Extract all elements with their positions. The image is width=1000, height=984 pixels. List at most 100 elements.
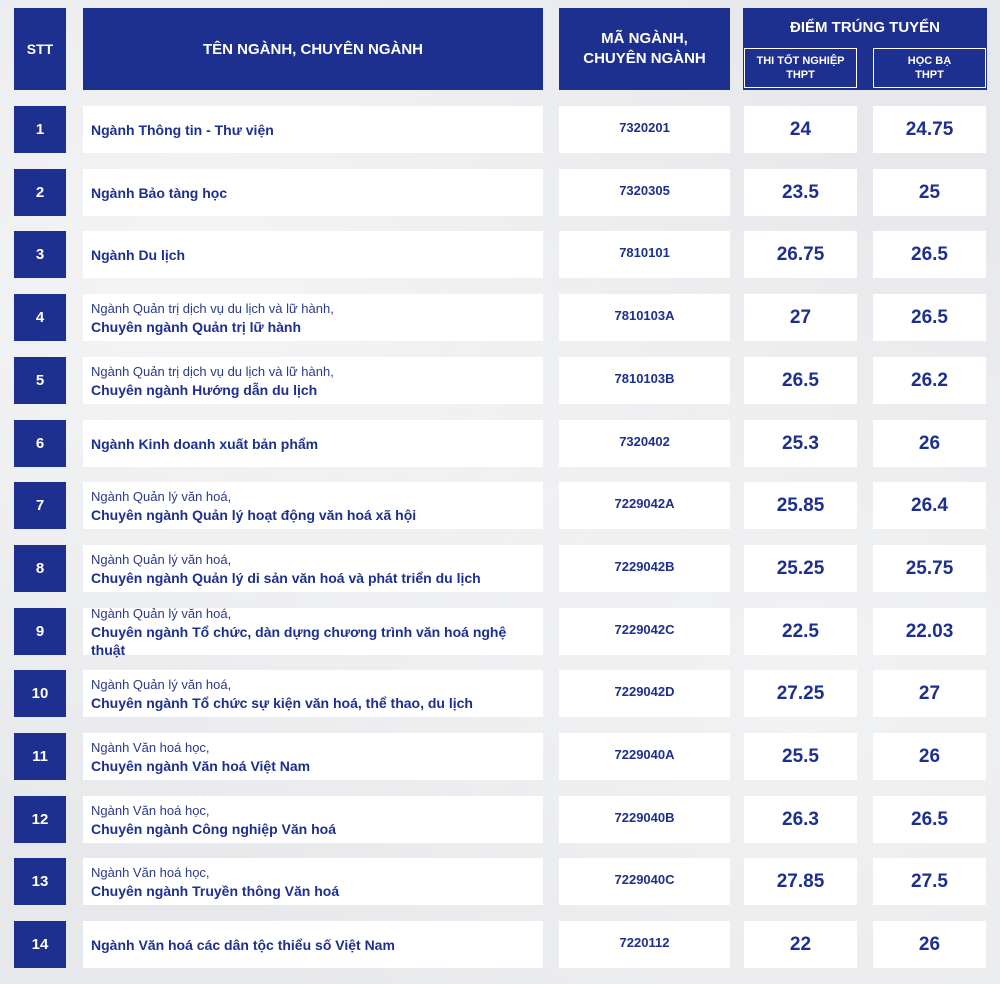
row-major-code: 7220112 <box>559 921 730 968</box>
table-row: 3 Ngành Du lịch 7810101 26.75 26.5 <box>0 231 1000 278</box>
row-major-parent: Ngành Quản lý văn hoá, <box>91 605 232 621</box>
table-row: 13 Ngành Văn hoá học, Chuyên ngành Truyền … <box>0 858 1000 905</box>
row-major-title: Chuyên ngành Truyền thông Văn hoá <box>91 882 340 899</box>
row-stt: 9 <box>14 608 66 655</box>
row-major-code: 7229042A <box>559 482 730 529</box>
row-score-exam: 27.25 <box>744 670 857 717</box>
row-major-parent: Ngành Quản lý văn hoá, <box>91 488 232 504</box>
row-major-code: 7229042D <box>559 670 730 717</box>
row-score-exam: 25.25 <box>744 545 857 592</box>
table-row: 5 Ngành Quản trị dịch vụ du lịch và lữ hà… <box>0 357 1000 404</box>
row-major-parent: Ngành Quản trị dịch vụ du lịch và lữ hàn… <box>91 363 334 379</box>
row-score-transcript: 26.4 <box>873 482 986 529</box>
header-stt-label: STT <box>26 41 54 57</box>
header-major-name: TÊN NGÀNH, CHUYÊN NGÀNH <box>83 8 543 90</box>
table-row: 12 Ngành Văn hoá học, Chuyên ngành Công ng… <box>0 796 1000 843</box>
row-major-name: Ngành Văn hoá học, Chuyên ngành Văn hoá V… <box>83 733 543 780</box>
row-major-name: Ngành Văn hoá các dân tộc thiểu số Việt … <box>83 921 543 968</box>
row-major-code: 7320201 <box>559 106 730 153</box>
row-major-code: 7229042C <box>559 608 730 655</box>
row-major-name: Ngành Du lịch <box>83 231 543 278</box>
row-score-exam: 26.75 <box>744 231 857 278</box>
row-major-title: Ngành Thông tin - Thư viện <box>91 121 274 138</box>
row-score-transcript: 26.5 <box>873 294 986 341</box>
row-score-transcript: 24.75 <box>873 106 986 153</box>
row-major-title: Chuyên ngành Văn hoá Việt Nam <box>91 757 311 774</box>
row-score-transcript: 26 <box>873 420 986 467</box>
row-score-exam: 25.5 <box>744 733 857 780</box>
table-row: 7 Ngành Quản lý văn hoá, Chuyên ngành Quản… <box>0 482 1000 529</box>
table-row: 8 Ngành Quản lý văn hoá, Chuyên ngành Quản… <box>0 545 1000 592</box>
row-major-name: Ngành Văn hoá học, Chuyên ngành Truyền th… <box>83 858 543 905</box>
row-major-code: 7229040B <box>559 796 730 843</box>
table-row: 1 Ngành Thông tin - Thư viện 7320201 24 24.7… <box>0 106 1000 153</box>
row-score-transcript: 25.75 <box>873 545 986 592</box>
header-exam-line2: THPT <box>786 69 815 81</box>
header-code-line1: MÃ NGÀNH, <box>601 30 688 47</box>
row-major-code: 7229040C <box>559 858 730 905</box>
row-stt: 11 <box>14 733 66 780</box>
table-row: 14 Ngành Văn hoá các dân tộc thiểu số Việ… <box>0 921 1000 968</box>
row-stt: 7 <box>14 482 66 529</box>
row-score-exam: 24 <box>744 106 857 153</box>
row-major-code: 7810103A <box>559 294 730 341</box>
row-major-title: Chuyên ngành Tổ chức, dàn dựng chương tr… <box>91 623 507 658</box>
row-stt: 1 <box>14 106 66 153</box>
row-major-code: 7810103B <box>559 357 730 404</box>
row-stt: 14 <box>14 921 66 968</box>
row-major-title: Chuyên ngành Công nghiệp Văn hoá <box>91 820 336 837</box>
row-score-exam: 26.5 <box>744 357 857 404</box>
row-stt: 3 <box>14 231 66 278</box>
table-row: 11 Ngành Văn hoá học, Chuyên ngành Văn hoá… <box>0 733 1000 780</box>
row-score-exam: 22 <box>744 921 857 968</box>
row-score-transcript: 26.2 <box>873 357 986 404</box>
header-score-exam: THI TỐT NGHIỆP THPT <box>744 48 857 88</box>
row-score-exam: 22.5 <box>744 608 857 655</box>
row-score-transcript: 26.5 <box>873 796 986 843</box>
row-major-parent: Ngành Văn hoá học, <box>91 739 210 755</box>
row-stt: 8 <box>14 545 66 592</box>
row-major-parent: Ngành Văn hoá học, <box>91 802 210 818</box>
row-stt: 5 <box>14 357 66 404</box>
row-major-code: 7320402 <box>559 420 730 467</box>
row-score-exam: 23.5 <box>744 169 857 216</box>
table-row: 6 Ngành Kinh doanh xuất bản phẩm 7320402 25… <box>0 420 1000 467</box>
row-major-name: Ngành Quản lý văn hoá, Chuyên ngành Quản … <box>83 545 543 592</box>
row-major-name: Ngành Bảo tàng học <box>83 169 543 216</box>
header-transcript-line2: THPT <box>915 69 944 81</box>
row-major-title: Ngành Du lịch <box>91 246 186 263</box>
row-major-title: Chuyên ngành Quản lý hoạt động văn hoá x… <box>91 506 417 523</box>
row-stt: 6 <box>14 420 66 467</box>
row-major-name: Ngành Quản lý văn hoá, Chuyên ngành Tổ ch… <box>83 670 543 717</box>
row-score-exam: 25.3 <box>744 420 857 467</box>
row-major-title: Ngành Bảo tàng học <box>91 184 228 201</box>
header-code-line2: CHUYÊN NGÀNH <box>583 50 706 67</box>
row-stt: 12 <box>14 796 66 843</box>
row-score-transcript: 25 <box>873 169 986 216</box>
table-row: 4 Ngành Quản trị dịch vụ du lịch và lữ hà… <box>0 294 1000 341</box>
header-stt: STT <box>14 8 66 90</box>
row-major-name: Ngành Thông tin - Thư viện <box>83 106 543 153</box>
row-major-title: Chuyên ngành Quản lý di sản văn hoá và p… <box>91 569 481 586</box>
table-row: 9 Ngành Quản lý văn hoá, Chuyên ngành Tổ c… <box>0 605 1000 658</box>
row-major-parent: Ngành Quản lý văn hoá, <box>91 676 232 692</box>
row-major-title: Chuyên ngành Hướng dẫn du lịch <box>91 381 318 398</box>
row-major-name: Ngành Quản trị dịch vụ du lịch và lữ hàn… <box>83 294 543 341</box>
table-row: 10 Ngành Quản lý văn hoá, Chuyên ngành Tổ … <box>0 670 1000 717</box>
row-score-transcript: 26 <box>873 733 986 780</box>
row-major-title: Ngành Kinh doanh xuất bản phẩm <box>91 435 319 452</box>
row-score-transcript: 27.5 <box>873 858 986 905</box>
row-score-transcript: 27 <box>873 670 986 717</box>
header-score-transcript: HỌC BẠ THPT <box>873 48 986 88</box>
header-major-name-label: TÊN NGÀNH, CHUYÊN NGÀNH <box>202 40 423 58</box>
row-score-exam: 27.85 <box>744 858 857 905</box>
row-major-code: 7320305 <box>559 169 730 216</box>
row-score-transcript: 26.5 <box>873 231 986 278</box>
row-major-parent: Ngành Quản lý văn hoá, <box>91 551 232 567</box>
row-score-exam: 25.85 <box>744 482 857 529</box>
row-major-code: 7229040A <box>559 733 730 780</box>
row-score-transcript: 22.03 <box>873 608 986 655</box>
row-major-name: Ngành Quản trị dịch vụ du lịch và lữ hàn… <box>83 357 543 404</box>
header-exam-line1: THI TỐT NGHIỆP <box>756 55 845 67</box>
row-stt: 4 <box>14 294 66 341</box>
